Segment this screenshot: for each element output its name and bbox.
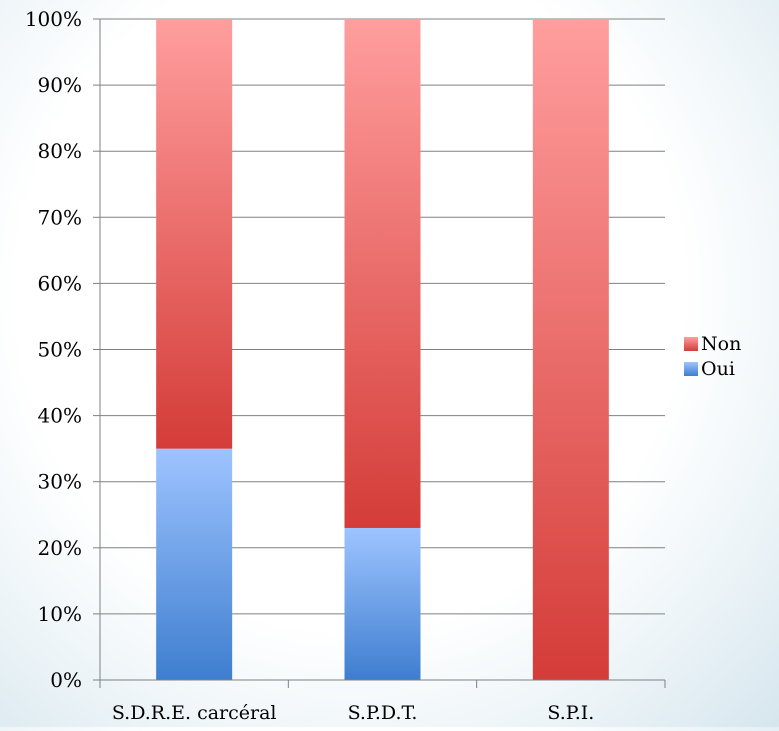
- bar-non: [156, 19, 233, 449]
- y-tick-label: 60%: [38, 271, 82, 295]
- x-tick-label: S.P.D.T.: [348, 702, 418, 724]
- y-tick-label: 70%: [38, 205, 82, 229]
- y-tick-label: 0%: [50, 668, 82, 692]
- bar-oui: [156, 448, 233, 680]
- x-tick-labels: S.D.R.E. carcéral S.P.D.T. S.P.I.: [112, 702, 594, 724]
- y-tick-label: 80%: [38, 139, 82, 163]
- y-tick-label: 30%: [38, 470, 82, 494]
- bar-non: [344, 19, 421, 528]
- y-tick-label: 100%: [25, 7, 82, 31]
- bar-non: [532, 19, 609, 680]
- legend-swatch-non: [684, 337, 698, 351]
- legend-label: Oui: [701, 358, 735, 380]
- y-tick-labels: 0% 10% 20% 30% 40% 50% 60% 70% 80% 90% 100%: [25, 7, 82, 692]
- y-tick-label: 10%: [38, 602, 82, 626]
- axes: [93, 18, 666, 688]
- bars: [156, 19, 609, 680]
- x-tick-label: S.D.R.E. carcéral: [112, 702, 277, 724]
- y-tick-label: 50%: [38, 338, 82, 362]
- x-tick-label: S.P.I.: [547, 702, 594, 724]
- legend-label: Non: [701, 333, 741, 355]
- bar-oui: [344, 527, 421, 680]
- legend-swatch-oui: [684, 362, 698, 376]
- y-tick-label: 20%: [38, 536, 82, 560]
- y-tick-label: 40%: [38, 404, 82, 428]
- legend: Non Oui: [684, 333, 741, 380]
- y-tick-label: 90%: [38, 73, 82, 97]
